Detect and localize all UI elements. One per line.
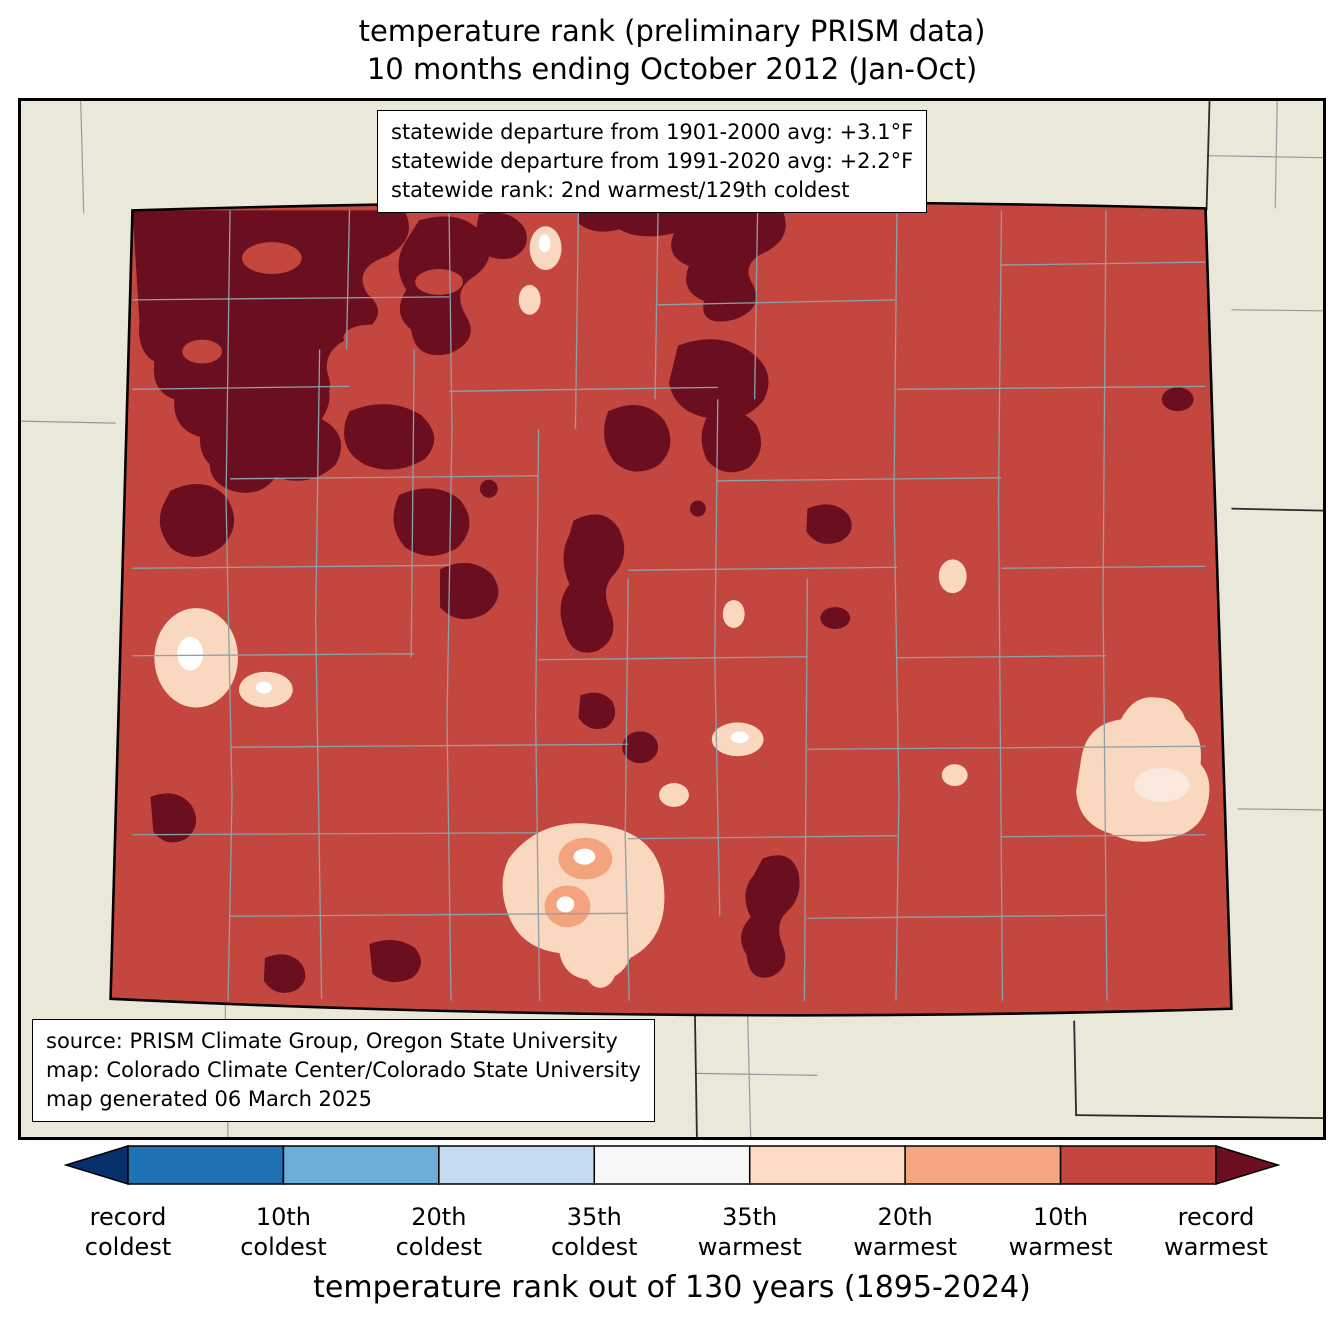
colorbar-tick-labels: record coldest 10th coldest 20th coldest 35th c… — [66, 1202, 1278, 1266]
colorbar-tick-label: 20th warmest — [853, 1203, 958, 1261]
statewide-stats-box: statewide departure from 1901-2000 avg: … — [377, 110, 928, 213]
stats-line-1: statewide departure from 1901-2000 avg: … — [391, 120, 914, 144]
neighbor-state-borders — [693, 101, 1323, 1137]
colorado-county-lines — [132, 210, 1206, 1001]
page-title: temperature rank (preliminary PRISM data… — [0, 12, 1344, 89]
colorbar-tick-label: 20th coldest — [395, 1203, 483, 1261]
colorbar-coldest-10th-band — [127, 1145, 285, 1185]
colorbar-record-warmest-arrow — [1215, 1144, 1281, 1186]
colorbar-coldest-35th-band — [438, 1145, 596, 1185]
source-line-1: source: PRISM Climate Group, Oregon Stat… — [46, 1029, 618, 1054]
near-white-areas — [1133, 768, 1190, 802]
colorbar-warmest-35th-band — [748, 1145, 906, 1185]
colorbar-warmest-20th-band — [904, 1145, 1062, 1185]
map-frame: statewide departure from 1901-2000 avg: … — [18, 98, 1326, 1140]
colorbar-axis-label: temperature rank out of 130 years (1895-… — [313, 1270, 1031, 1305]
colorbar-tick-label: 35th warmest — [697, 1203, 802, 1261]
colorbar-tick-label: record warmest — [1164, 1203, 1268, 1261]
colorbar-tick-label: 10th coldest — [240, 1203, 327, 1261]
colorbar-tick-label: 35th coldest — [551, 1203, 638, 1261]
colorbar-middle-band — [593, 1145, 751, 1185]
white-spot-areas — [177, 234, 749, 913]
title-line-2: 10 months ending October 2012 (Jan-Oct) — [366, 52, 978, 87]
colorbar-warmest-10th-band — [1059, 1145, 1217, 1185]
source-line-2: map: Colorado Climate Center/Colorado St… — [46, 1058, 641, 1083]
colorbar-record-coldest-arrow — [63, 1144, 129, 1186]
colorbar-tick-label: 10th warmest — [1008, 1203, 1113, 1261]
source-line-3: map generated 06 March 2025 — [46, 1087, 373, 1112]
colorbar-coldest-20th-band — [282, 1145, 440, 1185]
title-line-1: temperature rank (preliminary PRISM data… — [358, 14, 986, 48]
stats-line-3: statewide rank: 2nd warmest/129th coldes… — [391, 177, 850, 202]
source-attribution-box: source: PRISM Climate Group, Oregon Stat… — [32, 1019, 655, 1122]
warm-gaps-in-record-areas — [146, 239, 657, 447]
colorado-temperature-rank-map — [21, 101, 1323, 1137]
colorbar-tick-label: record coldest — [84, 1203, 172, 1261]
temperature-rank-colorbar — [63, 1144, 1281, 1186]
stats-line-2: statewide departure from 1991-2020 avg: … — [391, 148, 914, 173]
